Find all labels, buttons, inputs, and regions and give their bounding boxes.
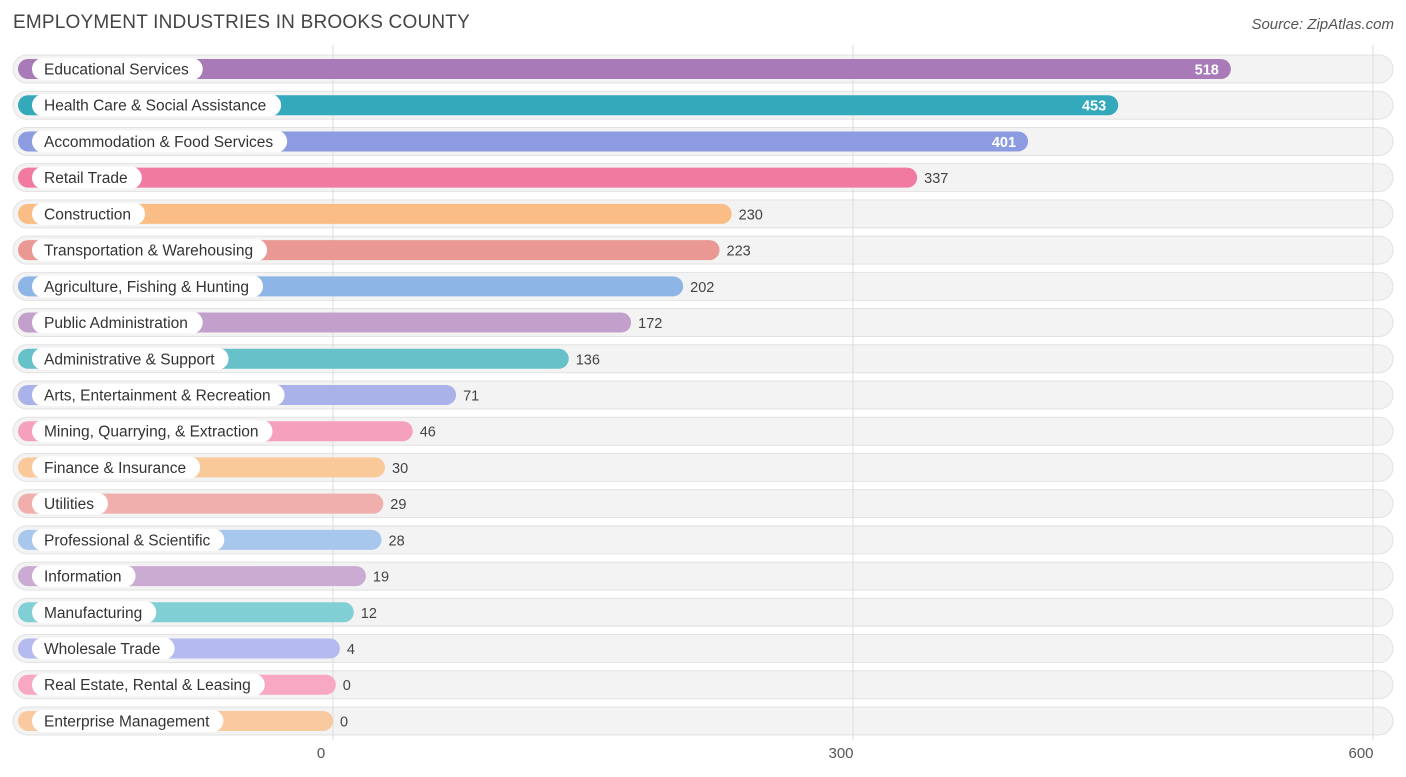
row-track: [12, 670, 1394, 700]
category-label: Mining, Quarrying, & Extraction: [44, 424, 259, 441]
value-label: 29: [390, 497, 406, 513]
category-label: Real Estate, Rental & Leasing: [44, 677, 251, 694]
category-label-pill: [32, 202, 146, 225]
category-label-pill: [32, 275, 264, 298]
bar-row: Health Care & Social Assistance 453: [18, 94, 1119, 117]
category-label: Arts, Entertainment & Recreation: [44, 387, 271, 404]
category-label: Educational Services: [44, 62, 189, 79]
category-label-pill: [32, 673, 265, 696]
category-label-pill: [32, 601, 157, 624]
value-label: 401: [992, 135, 1016, 151]
category-label-pill: [32, 637, 175, 660]
value-label: 518: [1195, 63, 1219, 79]
bar-row: Enterprise Management 0: [18, 709, 348, 732]
value-label: 28: [389, 533, 405, 549]
category-label-pill: [32, 528, 225, 551]
category-label: Construction: [44, 206, 131, 223]
category-label: Accommodation & Food Services: [44, 134, 273, 151]
category-label: Administrative & Support: [44, 351, 215, 368]
category-label-pill: [32, 456, 201, 479]
bar: [18, 493, 384, 514]
row-track: [12, 634, 1394, 664]
value-label: 4: [347, 642, 355, 658]
bar-row: Educational Services 518: [18, 58, 1231, 80]
category-label-pill: [32, 383, 285, 406]
value-label: 202: [690, 280, 714, 296]
chart-title: EMPLOYMENT INDUSTRIES IN BROOKS COUNTY: [13, 12, 470, 33]
value-label: 0: [343, 678, 351, 694]
category-label-pill: [32, 492, 108, 515]
category-label: Health Care & Social Assistance: [44, 98, 266, 115]
value-label: 0: [340, 714, 348, 730]
bar: [18, 203, 732, 224]
value-label: 46: [420, 425, 436, 441]
x-tick-label: 0: [317, 745, 325, 762]
category-label: Retail Trade: [44, 170, 128, 187]
category-label: Finance & Insurance: [44, 460, 186, 477]
category-label-pill: [32, 239, 268, 262]
bar: [18, 95, 1119, 116]
bar-row: Accommodation & Food Services 401: [18, 130, 1029, 153]
bar-row: Retail Trade 337: [18, 166, 948, 189]
bar-row: Construction 230: [18, 202, 763, 225]
source-label: Source: ZipAtlas.com: [1251, 16, 1394, 33]
category-label-pill: [32, 347, 229, 370]
value-label: 172: [638, 316, 662, 332]
category-label-pill: [32, 709, 224, 732]
bar-row: Public Administration 172: [18, 311, 662, 334]
x-tick-label: 300: [828, 745, 853, 762]
bar-row: Manufacturing 12: [18, 601, 377, 624]
bar-row: Transportation & Warehousing 223: [18, 239, 751, 262]
category-label: Professional & Scientific: [44, 532, 211, 549]
value-label: 30: [392, 461, 408, 477]
value-label: 337: [924, 171, 948, 187]
value-label: 12: [361, 606, 377, 622]
x-tick-label: 600: [1348, 745, 1373, 762]
bar-row: Finance & Insurance 30: [18, 456, 408, 479]
value-label: 223: [727, 244, 751, 260]
bar-row: Real Estate, Rental & Leasing 0: [18, 673, 351, 696]
value-label: 19: [373, 570, 389, 586]
category-label-pill: [32, 130, 288, 153]
value-label: 136: [576, 352, 600, 368]
category-label: Wholesale Trade: [44, 641, 160, 658]
bar-row: Wholesale Trade 4: [18, 637, 355, 660]
bar-row: Professional & Scientific 28: [18, 528, 405, 551]
category-label: Public Administration: [44, 315, 188, 332]
bar: [18, 167, 918, 188]
category-label: Enterprise Management: [44, 713, 210, 730]
bars: Educational Services 518 Health Care & Soc…: [18, 58, 1231, 732]
grid-lines: 0 300 600: [317, 45, 1374, 762]
value-label: 71: [463, 388, 479, 404]
category-label-pill: [32, 311, 203, 334]
category-label-pill: [32, 94, 282, 117]
category-label: Utilities: [44, 496, 94, 513]
bar-row: Arts, Entertainment & Recreation 71: [18, 383, 479, 406]
bar: [18, 59, 1231, 79]
category-label: Information: [44, 569, 122, 586]
category-label: Manufacturing: [44, 605, 142, 622]
category-label: Transportation & Warehousing: [44, 243, 253, 260]
category-label: Agriculture, Fishing & Hunting: [44, 279, 249, 296]
bar-row: Administrative & Support 136: [18, 347, 600, 370]
category-label-pill: [32, 565, 136, 588]
category-label-pill: [32, 420, 273, 443]
bar-row: Utilities 29: [18, 492, 406, 515]
row-track: [12, 706, 1394, 736]
value-label: 453: [1082, 99, 1106, 115]
category-label-pill: [32, 166, 142, 189]
row-track: [12, 597, 1394, 627]
bar-row: Agriculture, Fishing & Hunting 202: [18, 275, 714, 298]
value-label: 230: [739, 207, 763, 223]
category-label-pill: [32, 58, 203, 80]
bar-row: Information 19: [18, 565, 389, 588]
bar-row: Mining, Quarrying, & Extraction 46: [18, 420, 436, 443]
